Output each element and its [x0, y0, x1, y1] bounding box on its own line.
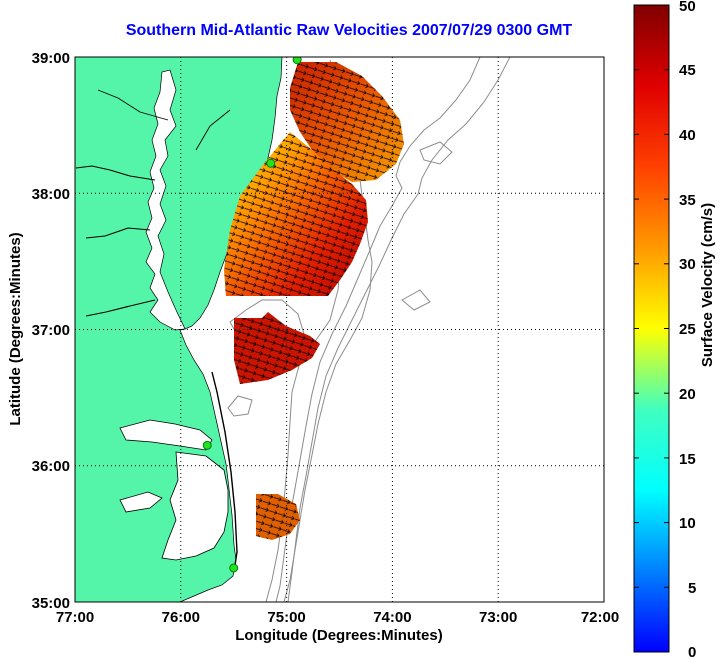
colorbar-tick-label: 35: [679, 192, 696, 209]
james-river: [85, 299, 156, 317]
colorbar-tick-label: 50: [679, 0, 696, 15]
colorbar-label: Surface Velocity (cm/s): [699, 203, 716, 367]
potomac-river: [75, 165, 156, 181]
y-tick-label: 39:00: [32, 50, 70, 67]
chesapeake-bay: [145, 69, 186, 331]
radar-station-marker: [266, 158, 276, 168]
x-tick-label: 75:00: [267, 609, 305, 626]
x-tick-label: 74:00: [373, 609, 411, 626]
colorbar-tick-label: 20: [679, 386, 696, 403]
y-axis-title: Latitude (Degrees:Minutes): [7, 232, 24, 425]
x-axis-ticks: 77:00 76:00 75:00 74:00 73:00 72:00: [56, 609, 619, 626]
y-axis-ticks: 39:00 38:00 37:00 36:00 35:00: [32, 50, 70, 612]
station-markers: [202, 57, 302, 573]
colorbar-tick-label: 25: [679, 321, 696, 338]
carolina-inlet: [119, 491, 163, 513]
x-axis-title: Longitude (Degrees:Minutes): [235, 627, 443, 644]
colorbar: [633, 4, 670, 653]
colorbar-ticks: [634, 69, 669, 588]
radar-station-marker: [202, 440, 212, 450]
outer-banks: [211, 371, 238, 573]
map-grid: [75, 57, 604, 602]
x-tick-label: 72:00: [581, 609, 619, 626]
y-tick-label: 36:00: [32, 458, 70, 475]
x-tick-label: 73:00: [479, 609, 517, 626]
y-tick-label: 37:00: [32, 322, 70, 339]
colorbar-tick-label: 10: [679, 515, 696, 532]
colorbar-tick-labels: 50 45 40 35 30 25 20 15 10 5 0: [679, 0, 696, 659]
pamlico-sound: [161, 451, 229, 561]
colorbar-tick-label: 45: [679, 62, 696, 79]
delmarva-creek: [195, 109, 231, 151]
x-tick-label: 77:00: [56, 609, 94, 626]
x-tick-label: 76:00: [162, 609, 200, 626]
radar-station-marker: [292, 57, 302, 65]
northern-creek: [97, 89, 169, 121]
colorbar-tick-label: 40: [679, 127, 696, 144]
colorbar-tick-label: 30: [679, 256, 696, 273]
radar-station-marker: [229, 563, 239, 573]
western-tributary: [85, 227, 151, 239]
y-tick-label: 38:00: [32, 186, 70, 203]
colorbar-tick-label: 5: [688, 580, 696, 597]
colorbar-tick-label: 0: [688, 644, 696, 659]
velocity-arrows-north: [290, 62, 404, 182]
y-tick-label: 35:00: [32, 595, 70, 612]
velocity-arrows-hatteras: [256, 494, 300, 540]
map-title: Southern Mid-Atlantic Raw Velocities 200…: [125, 22, 573, 39]
velocity-arrows-central: [224, 132, 368, 296]
plot-frame: [74, 56, 605, 603]
colorbar-tick-label: 15: [679, 451, 696, 468]
